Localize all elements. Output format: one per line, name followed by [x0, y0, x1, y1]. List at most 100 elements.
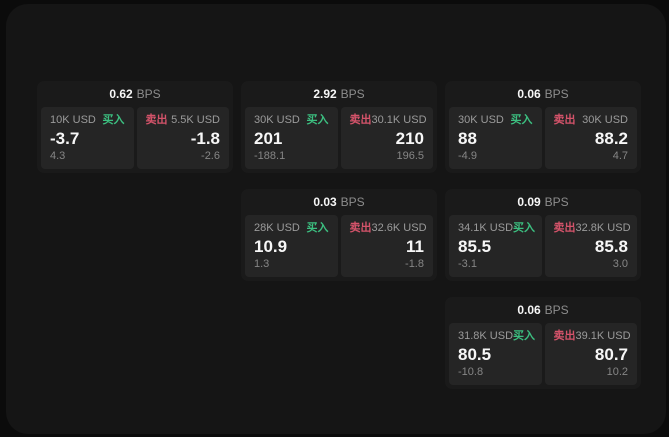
sell-price: 11 — [406, 237, 424, 256]
sell-delta: -2.6 — [201, 150, 220, 162]
buy-panel-top: 31.8K USD 买入 — [458, 330, 536, 343]
quote-card: 0.06 BPS 30K USD 买入 88 -4.9 卖出 30K USD 8… — [445, 81, 641, 173]
app-window: 0.62 BPS 10K USD 买入 -3.7 4.3 卖出 5.5K USD… — [6, 4, 666, 434]
bps-value: 2.92 — [313, 86, 337, 101]
sell-tag: 卖出 — [349, 222, 372, 234]
buy-delta: -4.9 — [458, 150, 477, 162]
sell-panel-top: 卖出 32.8K USD — [553, 222, 631, 235]
bps-unit-label: BPS — [544, 86, 569, 101]
sell-tag: 卖出 — [553, 222, 576, 234]
quote-card: 2.92 BPS 30K USD 买入 201 -188.1 卖出 30.1K … — [241, 81, 437, 173]
card-header: 0.06 BPS — [445, 81, 641, 104]
buy-price: -3.7 — [50, 129, 80, 148]
buy-quote-panel[interactable]: 30K USD 买入 201 -188.1 — [245, 107, 338, 169]
sell-price: 80.7 — [594, 345, 628, 364]
sell-quote-panel[interactable]: 卖出 32.8K USD 85.8 3.0 — [544, 215, 637, 277]
sell-size-label: 32.8K USD — [575, 222, 631, 234]
sell-tag: 卖出 — [145, 114, 168, 126]
sell-quote-panel[interactable]: 卖出 30.1K USD 210 196.5 — [340, 107, 433, 169]
card-body: 28K USD 买入 10.9 1.3 卖出 32.6K USD 11 -1.8 — [241, 212, 437, 281]
buy-price: 88 — [458, 129, 477, 148]
card-body: 30K USD 买入 201 -188.1 卖出 30.1K USD 210 1… — [241, 104, 437, 173]
card-body: 31.8K USD 买入 80.5 -10.8 卖出 39.1K USD 80.… — [445, 320, 641, 389]
buy-delta: 4.3 — [50, 150, 66, 162]
buy-price: 85.5 — [458, 237, 492, 256]
card-header: 0.06 BPS — [445, 297, 641, 320]
quote-card: 0.06 BPS 31.8K USD 买入 80.5 -10.8 卖出 39.1… — [445, 297, 641, 389]
sell-quote-panel[interactable]: 卖出 39.1K USD 80.7 10.2 — [544, 323, 637, 385]
buy-delta: 1.3 — [254, 258, 270, 270]
card-header: 0.62 BPS — [37, 81, 233, 104]
buy-tag: 买入 — [513, 330, 536, 342]
sell-panel-top: 卖出 30.1K USD — [350, 114, 427, 127]
bps-value: 0.06 — [517, 302, 541, 317]
card-body: 34.1K USD 买入 85.5 -3.1 卖出 32.8K USD 85.8… — [445, 212, 641, 281]
sell-quote-panel[interactable]: 卖出 32.6K USD 11 -1.8 — [340, 215, 433, 277]
buy-delta: -188.1 — [254, 150, 286, 162]
buy-size-label: 34.1K USD — [458, 222, 514, 234]
sell-price: 88.2 — [594, 129, 628, 148]
buy-tag: 买入 — [306, 222, 329, 234]
buy-size-label: 28K USD — [254, 222, 300, 234]
sell-delta: 3.0 — [612, 258, 628, 270]
buy-delta: -3.1 — [458, 258, 477, 270]
sell-size-label: 5.5K USD — [171, 114, 220, 126]
buy-delta: -10.8 — [458, 366, 484, 378]
sell-delta: 196.5 — [396, 150, 424, 162]
sell-tag: 卖出 — [553, 114, 576, 126]
bps-unit-label: BPS — [136, 86, 161, 101]
sell-panel-top: 卖出 39.1K USD — [553, 330, 631, 343]
sell-panel-top: 卖出 30K USD — [554, 114, 629, 127]
bps-unit-label: BPS — [544, 302, 569, 317]
buy-quote-panel[interactable]: 34.1K USD 买入 85.5 -3.1 — [449, 215, 542, 277]
quote-card: 0.62 BPS 10K USD 买入 -3.7 4.3 卖出 5.5K USD… — [37, 81, 233, 173]
buy-quote-panel[interactable]: 28K USD 买入 10.9 1.3 — [245, 215, 338, 277]
buy-size-label: 31.8K USD — [458, 330, 514, 342]
sell-delta: -1.8 — [405, 258, 424, 270]
bps-unit-label: BPS — [340, 194, 365, 209]
card-body: 30K USD 买入 88 -4.9 卖出 30K USD 88.2 4.7 — [445, 104, 641, 173]
buy-price: 10.9 — [254, 237, 288, 256]
buy-panel-top: 10K USD 买入 — [50, 114, 125, 127]
buy-quote-panel[interactable]: 31.8K USD 买入 80.5 -10.8 — [449, 323, 542, 385]
buy-price: 80.5 — [458, 345, 492, 364]
sell-quote-panel[interactable]: 卖出 5.5K USD -1.8 -2.6 — [136, 107, 229, 169]
buy-size-label: 10K USD — [50, 114, 96, 126]
buy-price: 201 — [254, 129, 283, 148]
buy-panel-top: 30K USD 买入 — [254, 114, 329, 127]
buy-quote-panel[interactable]: 30K USD 买入 88 -4.9 — [449, 107, 542, 169]
quote-card: 0.03 BPS 28K USD 买入 10.9 1.3 卖出 32.6K US… — [241, 189, 437, 281]
buy-size-label: 30K USD — [254, 114, 300, 126]
sell-price: 85.8 — [594, 237, 628, 256]
sell-tag: 卖出 — [553, 330, 576, 342]
sell-size-label: 32.6K USD — [371, 222, 427, 234]
bps-value: 0.09 — [517, 194, 541, 209]
sell-price: 210 — [395, 129, 424, 148]
card-header: 0.03 BPS — [241, 189, 437, 212]
sell-quote-panel[interactable]: 卖出 30K USD 88.2 4.7 — [544, 107, 637, 169]
buy-panel-top: 28K USD 买入 — [254, 222, 329, 235]
sell-delta: 10.2 — [606, 366, 628, 378]
buy-tag: 买入 — [513, 222, 536, 234]
sell-size-label: 30K USD — [582, 114, 628, 126]
buy-size-label: 30K USD — [458, 114, 504, 126]
buy-quote-panel[interactable]: 10K USD 买入 -3.7 4.3 — [41, 107, 134, 169]
buy-panel-top: 34.1K USD 买入 — [458, 222, 536, 235]
buy-tag: 买入 — [510, 114, 533, 126]
quote-card: 0.09 BPS 34.1K USD 买入 85.5 -3.1 卖出 32.8K… — [445, 189, 641, 281]
sell-delta: 4.7 — [612, 150, 628, 162]
sell-size-label: 30.1K USD — [371, 114, 427, 126]
bps-value: 0.62 — [109, 86, 133, 101]
buy-tag: 买入 — [102, 114, 125, 126]
sell-panel-top: 卖出 5.5K USD — [146, 114, 221, 127]
bps-value: 0.03 — [313, 194, 337, 209]
quote-grid: 0.62 BPS 10K USD 买入 -3.7 4.3 卖出 5.5K USD… — [37, 81, 641, 389]
bps-value: 0.06 — [517, 86, 541, 101]
bps-unit-label: BPS — [340, 86, 365, 101]
bps-unit-label: BPS — [544, 194, 569, 209]
card-header: 2.92 BPS — [241, 81, 437, 104]
card-body: 10K USD 买入 -3.7 4.3 卖出 5.5K USD -1.8 -2.… — [37, 104, 233, 173]
sell-price: -1.8 — [190, 129, 220, 148]
card-header: 0.09 BPS — [445, 189, 641, 212]
